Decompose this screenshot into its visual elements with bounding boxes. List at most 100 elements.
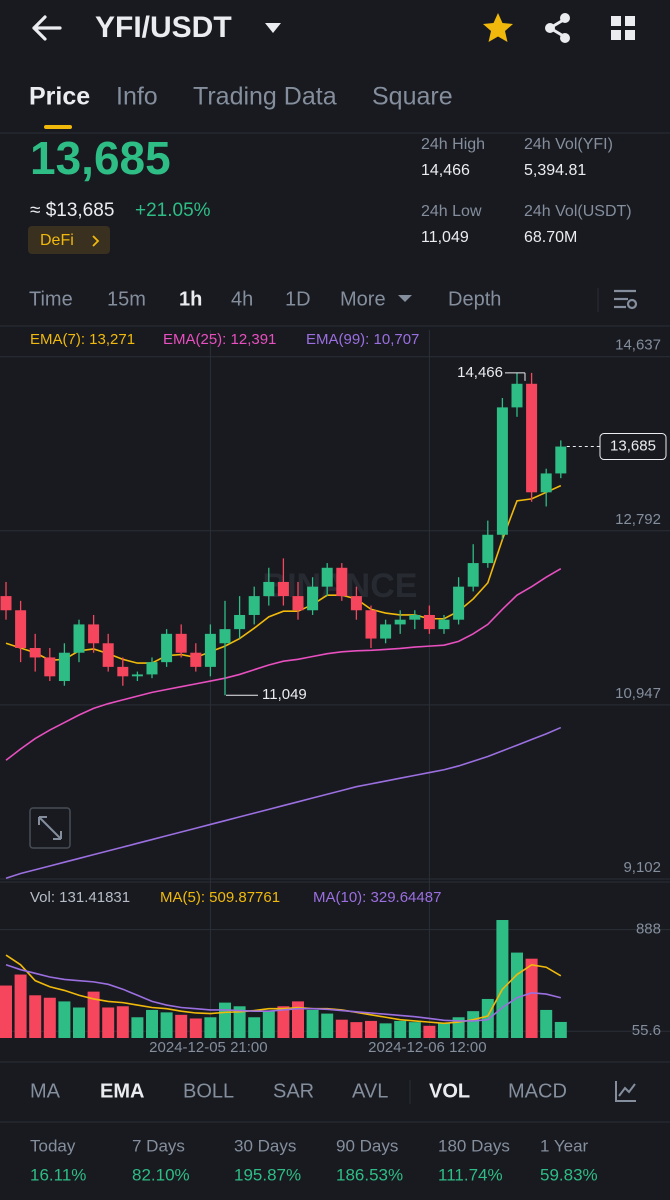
candle-body (204, 633, 216, 667)
performance-period: 30 Days (234, 1136, 296, 1155)
favorite-star[interactable] (483, 13, 513, 42)
performance-value: 111.74% (438, 1165, 503, 1184)
x-tick-label: 2024-12-05 21:00 (149, 1039, 267, 1056)
volume-bar (350, 1022, 363, 1038)
indicator-tab[interactable]: BOLL (183, 1080, 234, 1102)
interval[interactable]: 15m (107, 288, 146, 310)
candle-body (131, 674, 143, 677)
performance-value: 186.53% (336, 1165, 403, 1184)
tag-chevron (92, 235, 100, 247)
low-label: 11,049 (262, 686, 307, 703)
candle-body (161, 633, 173, 663)
candle-body (58, 652, 70, 682)
candle-body (365, 610, 377, 639)
y-tick-label: 10,947 (615, 685, 661, 702)
candle-body (321, 567, 333, 587)
current-price-box (599, 433, 667, 461)
candle-body (190, 652, 202, 667)
candle-body (380, 624, 392, 639)
indicator-tab[interactable]: AVL (352, 1080, 388, 1102)
indicator-settings-icon[interactable] (615, 1081, 636, 1102)
volume-bar (554, 1021, 567, 1038)
candle-body (277, 581, 289, 597)
tab[interactable]: Trading Data (193, 83, 337, 111)
candle-body (467, 563, 479, 587)
volume-bar (394, 1020, 407, 1038)
share-button[interactable] (545, 13, 570, 43)
volume-bar (58, 1001, 71, 1038)
interval[interactable]: 1D (285, 288, 311, 310)
ema-line (5, 726, 562, 880)
stat-value: 68.70M (524, 229, 577, 246)
y-tick-label: 55.6 (632, 1022, 661, 1039)
interval[interactable]: 1h (179, 288, 202, 310)
volume-bar (0, 985, 12, 1038)
volume-bar (14, 974, 27, 1038)
volume-bar (423, 1025, 436, 1038)
candle-body (453, 586, 465, 620)
indicator-tab[interactable]: MACD (508, 1080, 567, 1102)
stat-label: 24h High (421, 136, 485, 153)
interval[interactable]: Time (29, 288, 73, 310)
volume-bar (102, 1007, 115, 1038)
indicator-tab[interactable]: MA (30, 1080, 61, 1102)
y-tick-label: 888 (636, 921, 661, 938)
legend-entry: EMA(25): 12,391 (163, 331, 276, 348)
candle-body (423, 614, 435, 630)
volume-bar (29, 995, 42, 1038)
tab[interactable]: Square (372, 83, 453, 111)
stat-value: 14,466 (421, 162, 470, 179)
candle-body (88, 624, 100, 644)
volume-bar (262, 1011, 275, 1038)
volume-bar (160, 1012, 173, 1038)
candle-body (438, 619, 450, 630)
menu-grid[interactable] (611, 16, 635, 40)
more-caret (398, 295, 412, 302)
indicator-tab[interactable]: SAR (273, 1080, 314, 1102)
ema-line (5, 567, 562, 761)
stat-value: 11,049 (421, 229, 469, 246)
volume-ma-line (5, 964, 561, 1022)
stat-value: 5,394.81 (524, 162, 586, 179)
performance-period: 7 Days (132, 1136, 185, 1155)
candle-body (350, 596, 362, 611)
performance-value: 82.10% (132, 1165, 190, 1184)
candle-body (29, 648, 41, 658)
volume-bar (321, 1013, 334, 1038)
x-tick-label: 2024-12-06 12:00 (368, 1039, 486, 1056)
indicator-tab[interactable]: VOL (429, 1080, 470, 1102)
volume-bar (525, 958, 538, 1038)
volume-bar (277, 1006, 290, 1038)
volume-bar (467, 1011, 480, 1038)
volume-bar (204, 1017, 217, 1038)
interval[interactable]: 4h (231, 288, 253, 310)
pair-dropdown[interactable] (265, 23, 281, 33)
tab[interactable]: Price (29, 83, 90, 111)
expand-button[interactable] (29, 807, 71, 849)
chart-settings-icon[interactable] (614, 289, 638, 310)
candle-body (292, 596, 304, 611)
volume-bar (73, 1007, 85, 1038)
candle-body (234, 614, 246, 630)
volume-bar (146, 1009, 158, 1038)
candle-body (175, 633, 187, 653)
volume-bar (87, 991, 100, 1038)
tag-text[interactable]: DeFi (40, 232, 74, 249)
legend-entry: EMA(7): 13,271 (30, 331, 135, 348)
volume-bar (540, 1009, 553, 1038)
back-button[interactable] (32, 15, 62, 41)
interval[interactable]: More (340, 288, 386, 310)
interval[interactable]: Depth (448, 288, 501, 310)
volume-bar (335, 1019, 348, 1038)
tab[interactable]: Info (116, 83, 158, 111)
indicator-tab[interactable]: EMA (100, 1080, 144, 1102)
performance-period: 90 Days (336, 1136, 398, 1155)
volume-bar (408, 1022, 421, 1038)
candle-body (117, 666, 129, 677)
candle-body (540, 473, 552, 493)
volume-bar (116, 1006, 129, 1038)
candle-body (482, 534, 494, 564)
tag-box[interactable] (28, 226, 110, 254)
